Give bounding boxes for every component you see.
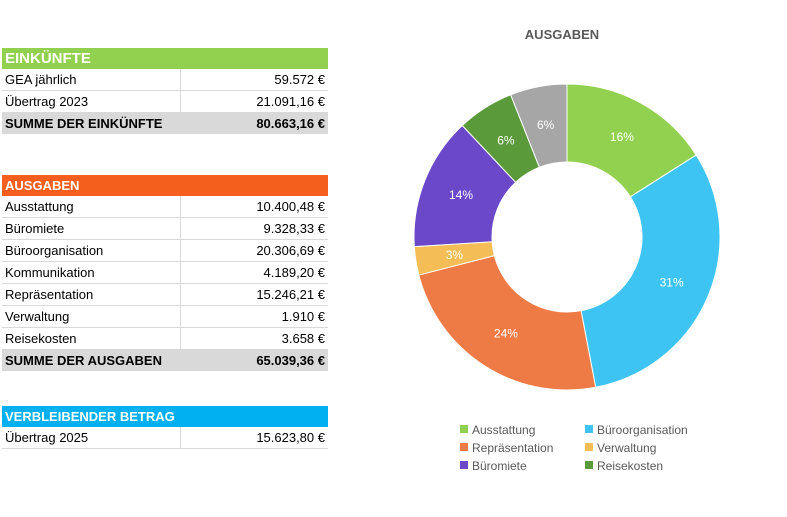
- sum-value: 80.663,16 €: [256, 116, 325, 131]
- sum-label: SUMME DER EINKÜNFTE: [5, 116, 163, 131]
- legend-swatch: [460, 461, 468, 469]
- table-row: Büroorganisation 20.306,69 €: [2, 240, 328, 262]
- row-label: Reisekosten: [2, 328, 181, 349]
- legend-swatch: [585, 443, 593, 451]
- legend-label: Reisekosten: [597, 459, 663, 473]
- table-row: Büromiete 9.328,33 €: [2, 218, 328, 240]
- einkuenfte-table: EINKÜNFTE GEA jährlich 59.572 € Übertrag…: [2, 48, 328, 134]
- slice-labels-group: 16% 31% 24% 3% 14% 6% 6%: [446, 118, 684, 340]
- slice-label: 16%: [610, 130, 634, 144]
- ausgaben-table: AUSGABEN Ausstattung 10.400,48 € Büromie…: [2, 175, 328, 371]
- slice-repräsentation: [418, 255, 597, 391]
- row-value: 15.246,21 €: [256, 287, 325, 302]
- row-value: 9.328,33 €: [263, 221, 325, 236]
- donut-chart-svg: AUSGABEN 16% 31% 24% 3% 14% 6% 6% Ausstattung B…: [413, 27, 721, 473]
- legend-swatch: [460, 443, 468, 451]
- row-label: Repräsentation: [2, 284, 181, 305]
- legend-label: Repräsentation: [472, 441, 553, 455]
- slice-label: 14%: [449, 188, 473, 202]
- legend-label: Verwaltung: [597, 441, 656, 455]
- verbleibend-header: VERBLEIBENDER BETRAG: [2, 406, 328, 427]
- sum-row: SUMME DER AUSGABEN 65.039,36 €: [2, 350, 328, 371]
- legend-item: Verwaltung: [585, 441, 656, 455]
- sum-row: SUMME DER EINKÜNFTE 80.663,16 €: [2, 113, 328, 134]
- slices-group: [413, 83, 721, 391]
- legend-swatch: [460, 425, 468, 433]
- table-row: Übertrag 2025 15.623,80 €: [2, 427, 328, 449]
- row-value: 15.623,80 €: [256, 430, 325, 445]
- row-label: Kommunikation: [2, 262, 181, 283]
- table-row: Verwaltung 1.910 €: [2, 306, 328, 328]
- slice-label: 6%: [537, 118, 555, 132]
- legend-item: Repräsentation: [460, 441, 553, 455]
- slice-label: 3%: [446, 248, 464, 262]
- legend-item: Ausstattung: [460, 423, 535, 437]
- table-row: Reisekosten 3.658 €: [2, 328, 328, 350]
- einkuenfte-header: EINKÜNFTE: [2, 48, 328, 69]
- legend-swatch: [585, 425, 593, 433]
- row-value: 4.189,20 €: [263, 265, 325, 280]
- row-value: 21.091,16 €: [256, 94, 325, 109]
- table-row: Repräsentation 15.246,21 €: [2, 284, 328, 306]
- row-value: 10.400,48 €: [256, 199, 325, 214]
- slice-kommunikation: [510, 83, 568, 168]
- row-value: 59.572 €: [274, 72, 325, 87]
- row-label: Übertrag 2023: [2, 91, 181, 112]
- legend-item: Büroorganisation: [585, 423, 688, 437]
- slice-label: 31%: [660, 275, 684, 289]
- legend-label: Büromiete: [472, 459, 527, 473]
- ausgaben-header: AUSGABEN: [2, 175, 328, 196]
- row-label: GEA jährlich: [2, 69, 181, 90]
- table-row: Ausstattung 10.400,48 €: [2, 196, 328, 218]
- sum-value: 65.039,36 €: [256, 353, 325, 368]
- row-label: Verwaltung: [2, 306, 181, 327]
- slice-label: 6%: [497, 134, 515, 148]
- slice-label: 24%: [494, 326, 518, 340]
- verbleibend-table: VERBLEIBENDER BETRAG Übertrag 2025 15.62…: [2, 406, 328, 449]
- table-row: GEA jährlich 59.572 €: [2, 69, 328, 91]
- legend-label: Ausstattung: [472, 423, 535, 437]
- sum-label: SUMME DER AUSGABEN: [5, 353, 162, 368]
- legend-swatch: [585, 461, 593, 469]
- row-label: Büroorganisation: [2, 240, 181, 261]
- legend-item: Reisekosten: [585, 459, 663, 473]
- table-row: Kommunikation 4.189,20 €: [2, 262, 328, 284]
- row-value: 3.658 €: [281, 331, 325, 346]
- legend-label: Büroorganisation: [597, 423, 688, 437]
- row-value: 20.306,69 €: [256, 243, 325, 258]
- row-value: 1.910 €: [281, 309, 325, 324]
- table-row: Übertrag 2023 21.091,16 €: [2, 91, 328, 113]
- row-label: Übertrag 2025: [2, 427, 181, 448]
- row-label: Büromiete: [2, 218, 181, 239]
- legend-item: Büromiete: [460, 459, 527, 473]
- chart-legend: Ausstattung Büroorganisation Repräsentatio…: [460, 423, 688, 473]
- slice-büroorganisation: [580, 154, 721, 388]
- ausgaben-chart: AUSGABEN 16% 31% 24% 3% 14% 6% 6% Ausstattung B…: [360, 0, 780, 512]
- row-label: Ausstattung: [2, 196, 181, 217]
- chart-title: AUSGABEN: [525, 27, 599, 42]
